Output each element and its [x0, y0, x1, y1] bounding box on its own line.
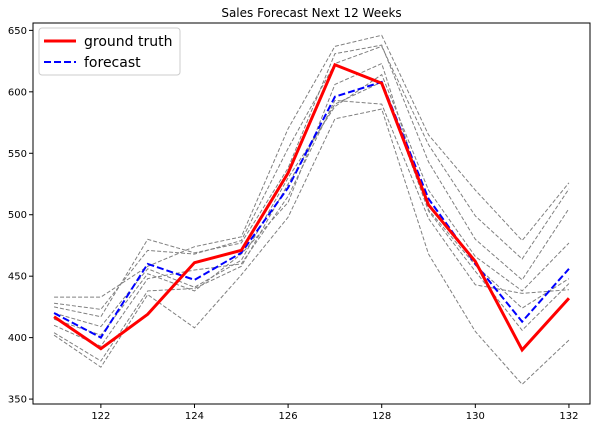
x-tick-label: 132 — [559, 411, 578, 422]
x-tick-label: 126 — [279, 411, 298, 422]
x-tick-label: 124 — [185, 411, 204, 422]
x-tick-label: 122 — [91, 411, 110, 422]
legend: ground truth forecast — [38, 27, 181, 76]
sample-series-line — [54, 34, 570, 298]
y-tick-label: 400 — [8, 333, 27, 344]
chart-title: Sales Forecast Next 12 Weeks — [221, 6, 401, 20]
plot-frame — [32, 22, 591, 405]
y-tick-label: 550 — [8, 149, 27, 160]
axes: 122 124 126 128 130 132 350 400 450 500 550 600 650 — [8, 22, 591, 422]
sample-series-line — [53, 44, 570, 318]
y-tick-label: 450 — [8, 272, 27, 283]
y-tick-label: 350 — [8, 395, 27, 406]
sample-series-line — [53, 108, 570, 386]
x-tick-label: 128 — [372, 411, 391, 422]
y-tick-label: 600 — [8, 87, 27, 98]
legend-label-forecast: forecast — [84, 55, 141, 71]
y-tick-label: 500 — [8, 210, 27, 221]
ground-truth-series-line — [53, 62, 571, 353]
legend-label-ground-truth: ground truth — [84, 34, 172, 50]
sample-series-line — [53, 73, 570, 328]
x-tick-label: 130 — [466, 411, 485, 422]
sample-series-line — [53, 99, 569, 347]
plot-area — [53, 34, 571, 386]
y-tick-label: 650 — [8, 26, 27, 37]
sample-series-line — [53, 45, 570, 310]
sample-series-line — [53, 81, 570, 362]
